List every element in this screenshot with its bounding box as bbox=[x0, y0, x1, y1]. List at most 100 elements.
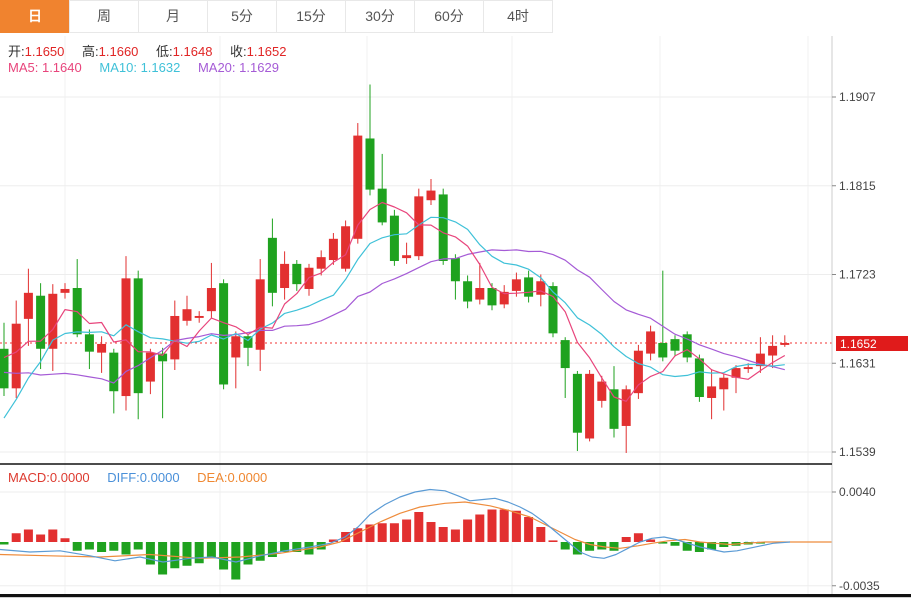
macd-axis-label: -0.0035 bbox=[839, 579, 880, 593]
ma-info-row: MA5: 1.1640 MA10: 1.1632 MA20: 1.1629 bbox=[8, 60, 279, 75]
candle-body bbox=[426, 190, 436, 201]
candle-body bbox=[585, 373, 595, 439]
candle-body bbox=[11, 323, 21, 389]
macd-bar bbox=[84, 542, 94, 550]
candle-body bbox=[109, 352, 119, 392]
price-axis: 1.1907 1.1815 1.1723 1.1631 1.1539 0.0040 -0.0… bbox=[831, 36, 908, 594]
ma5-label: MA5: bbox=[8, 60, 39, 75]
candle-body bbox=[536, 281, 546, 295]
macd-bar bbox=[463, 519, 473, 542]
candle-body bbox=[231, 336, 241, 358]
candle-body bbox=[328, 238, 338, 261]
close-label: 收: bbox=[230, 44, 247, 59]
macd-bar bbox=[633, 533, 643, 542]
tab-monthly[interactable]: 月 bbox=[138, 0, 208, 33]
candle-body bbox=[280, 263, 290, 289]
candle-body bbox=[255, 279, 265, 350]
candle-body bbox=[707, 386, 717, 398]
high-value: 1.1660 bbox=[98, 44, 139, 59]
candle-body bbox=[511, 279, 521, 291]
candle-body bbox=[23, 292, 33, 319]
macd-bar bbox=[36, 534, 46, 542]
low-label: 低: bbox=[156, 44, 173, 59]
macd-bar bbox=[524, 517, 534, 542]
close-value: 1.1652 bbox=[246, 44, 287, 59]
tab-5min[interactable]: 5分 bbox=[207, 0, 277, 33]
macd-bar bbox=[609, 542, 619, 551]
candle-body bbox=[365, 138, 375, 190]
candle-body bbox=[170, 315, 180, 360]
macd-bar bbox=[170, 542, 180, 569]
dea-line bbox=[0, 501, 832, 559]
macd-bar bbox=[560, 542, 570, 550]
candle-body bbox=[499, 291, 509, 305]
bottom-border-bar bbox=[0, 594, 911, 598]
candle-body bbox=[658, 342, 668, 358]
candle-body bbox=[475, 288, 485, 300]
candle-body bbox=[560, 340, 570, 369]
candle-body bbox=[194, 315, 204, 318]
macd-label: MACD: bbox=[8, 470, 50, 485]
candle-body bbox=[145, 352, 155, 382]
candle-body bbox=[548, 286, 558, 334]
macd-bar bbox=[23, 529, 33, 542]
candle-body bbox=[768, 345, 778, 356]
macd-bar bbox=[133, 542, 143, 550]
ma20-label: MA20: bbox=[197, 60, 236, 75]
macd-bar bbox=[231, 542, 241, 580]
price-axis-label: 1.1723 bbox=[839, 268, 876, 282]
tab-daily[interactable]: 日 bbox=[0, 0, 70, 33]
tab-weekly[interactable]: 周 bbox=[69, 0, 139, 33]
open-value: 1.1650 bbox=[24, 44, 65, 59]
price-panel bbox=[0, 84, 832, 453]
macd-bar bbox=[255, 542, 265, 561]
macd-bar bbox=[280, 542, 290, 552]
macd-bar bbox=[646, 539, 656, 542]
macd-bar bbox=[548, 540, 558, 542]
candle-body bbox=[206, 288, 216, 312]
price-axis-label: 1.1539 bbox=[839, 445, 876, 459]
macd-bar bbox=[158, 542, 168, 575]
macd-bar bbox=[414, 512, 424, 542]
macd-histogram bbox=[0, 509, 765, 580]
candle-body bbox=[597, 381, 607, 401]
candle-body bbox=[524, 277, 534, 297]
last-price-badge-text: 1.1652 bbox=[840, 337, 877, 351]
macd-bar bbox=[121, 542, 131, 555]
candle-body bbox=[267, 237, 277, 293]
diff-label: DIFF: bbox=[107, 470, 140, 485]
tab-60min[interactable]: 60分 bbox=[414, 0, 484, 33]
candle-body bbox=[84, 334, 94, 352]
macd-bar bbox=[182, 542, 192, 566]
macd-info-row: MACD:0.0000 DIFF:0.0000 DEA:0.0000 bbox=[8, 470, 267, 485]
low-value: 1.1648 bbox=[172, 44, 213, 59]
macd-bar bbox=[450, 529, 460, 542]
macd-bar bbox=[487, 509, 497, 542]
candles-layer bbox=[0, 84, 790, 453]
candle-body bbox=[60, 288, 70, 293]
tab-30min[interactable]: 30分 bbox=[345, 0, 415, 33]
ma20-line bbox=[3, 249, 785, 384]
macd-bar bbox=[658, 542, 668, 544]
tab-15min[interactable]: 15分 bbox=[276, 0, 346, 33]
macd-bar bbox=[97, 542, 107, 552]
candle-body bbox=[341, 226, 351, 269]
tab-4hour[interactable]: 4时 bbox=[483, 0, 553, 33]
candle-body bbox=[621, 389, 631, 426]
candle-body bbox=[755, 353, 765, 367]
price-axis-label: 1.1631 bbox=[839, 356, 876, 370]
candle-body bbox=[438, 194, 448, 261]
macd-bar bbox=[328, 539, 338, 542]
candle-body bbox=[463, 281, 473, 302]
macd-bar bbox=[499, 509, 509, 542]
candle-body bbox=[377, 188, 387, 223]
candle-body bbox=[389, 215, 399, 261]
macd-bar bbox=[365, 524, 375, 542]
candle-body bbox=[646, 331, 656, 354]
macd-bar bbox=[48, 529, 58, 542]
dea-label: DEA: bbox=[197, 470, 228, 485]
candle-body bbox=[97, 343, 107, 353]
candle-body bbox=[633, 350, 643, 394]
